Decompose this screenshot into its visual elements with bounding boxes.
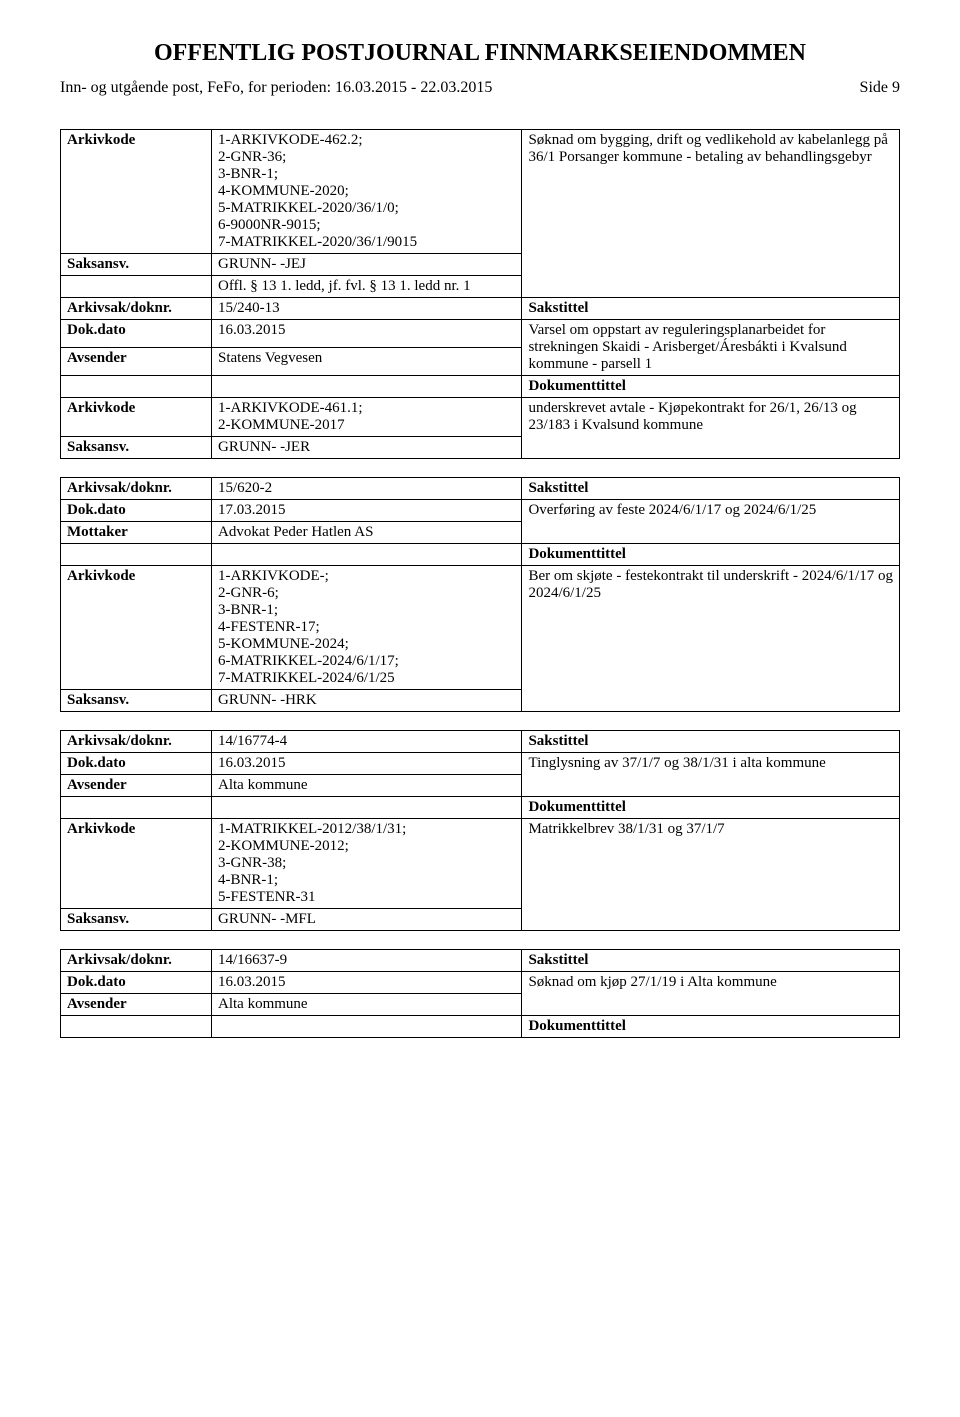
row-value: 14/16774-4 xyxy=(212,731,522,753)
row-desc: Dokumenttittel xyxy=(522,544,900,566)
row-label xyxy=(61,276,212,298)
row-label: Arkivsak/doknr. xyxy=(61,298,212,320)
row-value: GRUNN- -JER xyxy=(212,437,522,459)
journal-row: Arkivkode1-MATRIKKEL-2012/38/1/31;2-KOMM… xyxy=(61,819,900,909)
row-label: Arkivsak/doknr. xyxy=(61,478,212,500)
row-label: Arkivkode xyxy=(61,130,212,254)
row-desc: Sakstittel xyxy=(522,731,900,753)
row-label: Dok.dato xyxy=(61,320,212,348)
row-value: Advokat Peder Hatlen AS xyxy=(212,522,522,544)
journal-row: Dokumenttittel xyxy=(61,376,900,398)
row-label xyxy=(61,376,212,398)
row-value: Offl. § 13 1. ledd, jf. fvl. § 13 1. led… xyxy=(212,276,522,298)
journal-block: Arkivkode1-ARKIVKODE-462.2;2-GNR-36;3-BN… xyxy=(60,129,900,459)
row-label: Saksansv. xyxy=(61,437,212,459)
row-desc: Matrikkelbrev 38/1/31 og 37/1/7 xyxy=(522,819,900,931)
row-value: 15/240-13 xyxy=(212,298,522,320)
journal-block: Arkivsak/doknr.15/620-2SakstittelDok.dat… xyxy=(60,477,900,712)
journal-row: Arkivsak/doknr.14/16774-4Sakstittel xyxy=(61,731,900,753)
row-value: 16.03.2015 xyxy=(212,320,522,348)
row-value: 16.03.2015 xyxy=(212,972,522,994)
row-value: 16.03.2015 xyxy=(212,753,522,775)
row-label: Dok.dato xyxy=(61,972,212,994)
journal-row: Arkivsak/doknr.14/16637-9Sakstittel xyxy=(61,950,900,972)
row-value: 14/16637-9 xyxy=(212,950,522,972)
row-value: 1-ARKIVKODE-;2-GNR-6;3-BNR-1;4-FESTENR-1… xyxy=(212,566,522,690)
journal-row: Dokumenttittel xyxy=(61,1016,900,1038)
row-desc: Varsel om oppstart av reguleringsplanarb… xyxy=(522,320,900,376)
row-value: Alta kommune xyxy=(212,775,522,797)
row-desc: Overføring av feste 2024/6/1/17 og 2024/… xyxy=(522,500,900,544)
row-label: Avsender xyxy=(61,775,212,797)
row-value xyxy=(212,544,522,566)
journal-row: Dok.dato17.03.2015Overføring av feste 20… xyxy=(61,500,900,522)
journal-blocks: Arkivkode1-ARKIVKODE-462.2;2-GNR-36;3-BN… xyxy=(60,129,900,1038)
row-value: GRUNN- -HRK xyxy=(212,690,522,712)
row-label: Avsender xyxy=(61,348,212,376)
period-text: Inn- og utgående post, FeFo, for periode… xyxy=(60,79,492,97)
row-value xyxy=(212,1016,522,1038)
main-title: OFFENTLIG POSTJOURNAL FINNMARKSEIENDOMME… xyxy=(60,40,900,67)
row-value: 1-ARKIVKODE-462.2;2-GNR-36;3-BNR-1;4-KOM… xyxy=(212,130,522,254)
row-value: GRUNN- -MFL xyxy=(212,909,522,931)
row-label: Arkivkode xyxy=(61,819,212,909)
row-desc: underskrevet avtale - Kjøpekontrakt for … xyxy=(522,398,900,459)
row-value xyxy=(212,797,522,819)
row-value: Statens Vegvesen xyxy=(212,348,522,376)
sub-header: Inn- og utgående post, FeFo, for periode… xyxy=(60,79,900,101)
journal-row: Dok.dato16.03.2015Tinglysning av 37/1/7 … xyxy=(61,753,900,775)
row-value: 17.03.2015 xyxy=(212,500,522,522)
row-label: Arkivsak/doknr. xyxy=(61,731,212,753)
row-label: Arkivsak/doknr. xyxy=(61,950,212,972)
journal-row: Arkivsak/doknr.15/620-2Sakstittel xyxy=(61,478,900,500)
journal-row: Dok.dato16.03.2015Søknad om kjøp 27/1/19… xyxy=(61,972,900,994)
row-label: Saksansv. xyxy=(61,690,212,712)
row-desc: Sakstittel xyxy=(522,950,900,972)
row-value: Alta kommune xyxy=(212,994,522,1016)
row-label: Arkivkode xyxy=(61,566,212,690)
row-label: Dok.dato xyxy=(61,753,212,775)
row-label xyxy=(61,1016,212,1038)
row-label: Mottaker xyxy=(61,522,212,544)
row-desc: Dokumenttittel xyxy=(522,1016,900,1038)
row-desc: Sakstittel xyxy=(522,478,900,500)
row-label: Saksansv. xyxy=(61,254,212,276)
row-value xyxy=(212,376,522,398)
journal-block: Arkivsak/doknr.14/16637-9SakstittelDok.d… xyxy=(60,949,900,1038)
row-value: GRUNN- -JEJ xyxy=(212,254,522,276)
row-desc: Dokumenttittel xyxy=(522,797,900,819)
journal-row: Dokumenttittel xyxy=(61,544,900,566)
row-desc: Sakstittel xyxy=(522,298,900,320)
row-label: Saksansv. xyxy=(61,909,212,931)
row-label xyxy=(61,544,212,566)
row-value: 1-MATRIKKEL-2012/38/1/31;2-KOMMUNE-2012;… xyxy=(212,819,522,909)
row-label xyxy=(61,797,212,819)
row-value: 1-ARKIVKODE-461.1;2-KOMMUNE-2017 xyxy=(212,398,522,437)
journal-row: Arkivkode1-ARKIVKODE-462.2;2-GNR-36;3-BN… xyxy=(61,130,900,254)
journal-row: Dok.dato16.03.2015Varsel om oppstart av … xyxy=(61,320,900,348)
journal-row: Arkivsak/doknr.15/240-13Sakstittel xyxy=(61,298,900,320)
row-label: Arkivkode xyxy=(61,398,212,437)
row-label: Avsender xyxy=(61,994,212,1016)
journal-row: Dokumenttittel xyxy=(61,797,900,819)
row-desc: Søknad om kjøp 27/1/19 i Alta kommune xyxy=(522,972,900,1016)
row-desc: Tinglysning av 37/1/7 og 38/1/31 i alta … xyxy=(522,753,900,797)
page-number: Side 9 xyxy=(860,79,900,97)
journal-block: Arkivsak/doknr.14/16774-4SakstittelDok.d… xyxy=(60,730,900,931)
journal-row: Arkivkode1-ARKIVKODE-;2-GNR-6;3-BNR-1;4-… xyxy=(61,566,900,690)
row-desc: Søknad om bygging, drift og vedlikehold … xyxy=(522,130,900,298)
row-desc: Ber om skjøte - festekontrakt til unders… xyxy=(522,566,900,712)
journal-row: Arkivkode1-ARKIVKODE-461.1;2-KOMMUNE-201… xyxy=(61,398,900,437)
row-value: 15/620-2 xyxy=(212,478,522,500)
row-label: Dok.dato xyxy=(61,500,212,522)
row-desc: Dokumenttittel xyxy=(522,376,900,398)
